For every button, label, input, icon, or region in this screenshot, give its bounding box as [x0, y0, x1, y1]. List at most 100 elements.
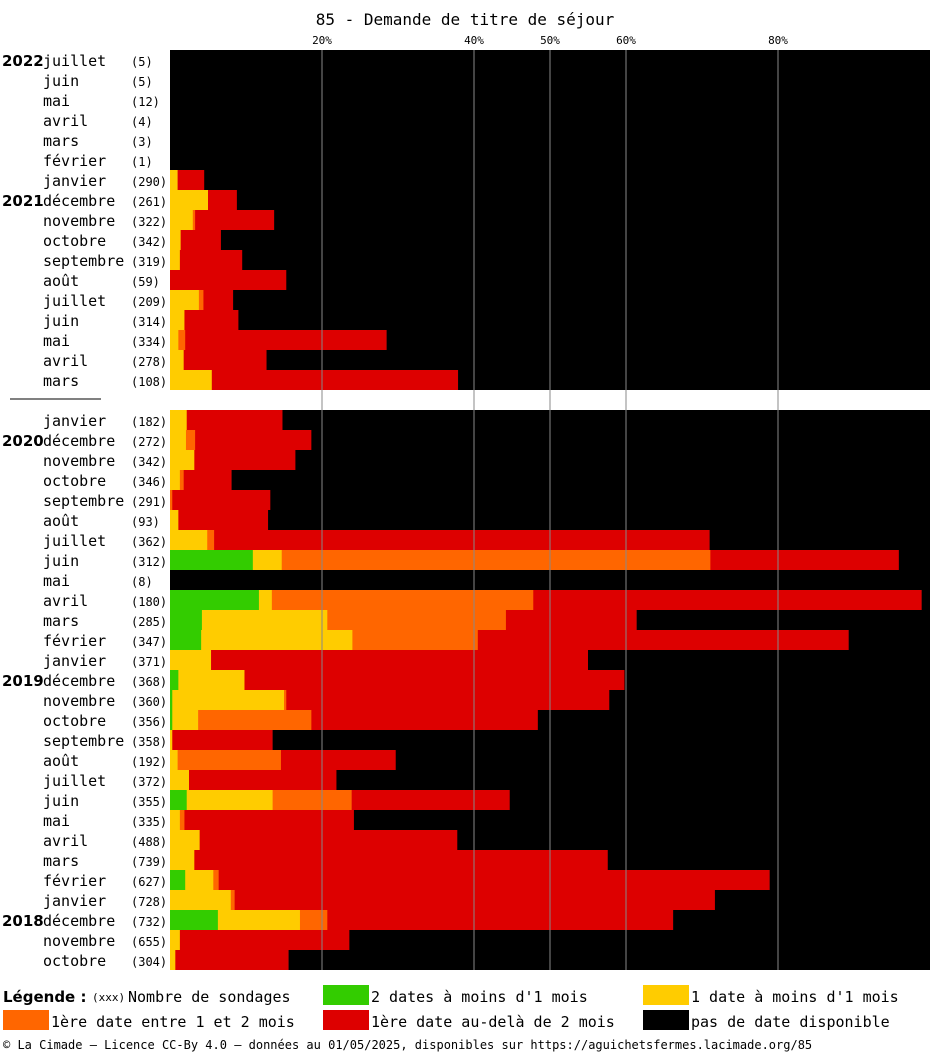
- month-label: février: [43, 152, 106, 170]
- count-label: (358): [131, 735, 167, 749]
- bar-segment-orange: [179, 470, 184, 490]
- bar-segment-red: [183, 470, 232, 490]
- bar-segment-red: [180, 230, 222, 250]
- bar-segment-black: [769, 870, 930, 890]
- bar-segment-orange: [352, 630, 479, 650]
- bar-segment-orange: [230, 890, 235, 910]
- month-label: septembre: [43, 732, 124, 750]
- bar-segment-yellow: [172, 710, 199, 730]
- count-label: (5): [131, 75, 153, 89]
- count-label: (355): [131, 795, 167, 809]
- bar-segment-red: [183, 350, 267, 370]
- bar-segment-black: [353, 810, 930, 830]
- x-tick-label: 40%: [464, 34, 484, 47]
- bar-segment-yellow: [172, 690, 285, 710]
- bar-segment-orange: [271, 590, 534, 610]
- bar-segment-red: [234, 890, 716, 910]
- legend-swatch-green: [323, 985, 369, 1005]
- month-label: décembre: [43, 912, 115, 930]
- bar-segment-red: [244, 670, 625, 690]
- bar-segment-black: [311, 430, 930, 450]
- count-label: (347): [131, 635, 167, 649]
- bar-segment-red: [327, 910, 674, 930]
- bar-segment-red: [179, 250, 243, 270]
- bar-segment-red: [184, 810, 355, 830]
- legend-label-black: pas de date disponible: [691, 1013, 890, 1031]
- legend-label-yellow: 1 date à moins d'1 mois: [691, 988, 899, 1006]
- month-label: août: [43, 512, 79, 530]
- bar-segment-red: [195, 430, 312, 450]
- bar-segment-black: [231, 470, 930, 490]
- bar-segment-green: [170, 610, 203, 630]
- year-label: 2019: [2, 672, 44, 690]
- bar-segment-yellow: [201, 630, 353, 650]
- month-label: août: [43, 272, 79, 290]
- bar-segment-orange: [272, 790, 352, 810]
- bar-segment-yellow: [170, 410, 188, 430]
- month-label: juillet: [43, 52, 106, 70]
- bar-segment-black: [282, 410, 930, 430]
- bar-segment-red: [280, 750, 397, 770]
- bar-segment-black: [588, 650, 930, 670]
- bar-segment-red: [172, 490, 271, 510]
- x-tick-label: 50%: [540, 34, 560, 47]
- month-label: novembre: [43, 452, 115, 470]
- month-label: juin: [43, 72, 79, 90]
- x-axis-ticks: 20% 40% 50% 60% 80%: [312, 34, 788, 47]
- count-label: (371): [131, 655, 167, 669]
- month-label: octobre: [43, 472, 106, 490]
- year-label: 2020: [2, 432, 44, 450]
- bar-segment-orange: [213, 870, 219, 890]
- bar-segment-black: [336, 770, 930, 790]
- legend-heading: Légende :: [3, 988, 86, 1006]
- month-label: décembre: [43, 672, 115, 690]
- bar-segment-red: [177, 170, 205, 190]
- bar-segment-red: [179, 930, 350, 950]
- bar-segment-red: [203, 290, 234, 310]
- bar-segment-yellow: [170, 830, 200, 850]
- month-label: juillet: [43, 532, 106, 550]
- month-label: septembre: [43, 492, 124, 510]
- month-label: juin: [43, 312, 79, 330]
- bar-segment-red: [186, 410, 283, 430]
- bar-segment-orange: [299, 910, 328, 930]
- count-label: (278): [131, 355, 167, 369]
- month-label: août: [43, 752, 79, 770]
- bar-segment-red: [172, 730, 273, 750]
- count-label: (335): [131, 815, 167, 829]
- bar-segment-black: [233, 290, 930, 310]
- bar-segment-orange: [284, 690, 287, 710]
- month-label: avril: [43, 832, 88, 850]
- bar-segment-red: [211, 650, 589, 670]
- bar-segment-orange: [179, 810, 185, 830]
- count-label: (291): [131, 495, 167, 509]
- bar-segment-red: [175, 950, 289, 970]
- count-label: (372): [131, 775, 167, 789]
- bar-segment-orange: [177, 750, 282, 770]
- bar-segment-green: [170, 670, 179, 690]
- legend-swatch-black: [643, 1010, 689, 1030]
- bar-segment-yellow: [170, 750, 178, 770]
- month-label: octobre: [43, 712, 106, 730]
- bar-segment-red: [184, 310, 239, 330]
- bar-segment-black: [537, 710, 930, 730]
- count-label: (342): [131, 455, 167, 469]
- month-label: mars: [43, 132, 79, 150]
- count-label: (312): [131, 555, 167, 569]
- bar-segment-green: [170, 910, 219, 930]
- legend-label-red: 1ère date au-delà de 2 mois: [371, 1013, 615, 1031]
- bar-segment-red: [185, 330, 387, 350]
- bar-segment-orange: [192, 210, 196, 230]
- bar-segment-green: [170, 630, 202, 650]
- bar-segment-orange: [178, 330, 186, 350]
- bar-segment-yellow: [170, 530, 208, 550]
- month-label: octobre: [43, 952, 106, 970]
- count-label: (1): [131, 155, 153, 169]
- legend: Légende : (xxx) Nombre de sondages 2 dat…: [3, 985, 899, 1031]
- month-label: mai: [43, 92, 70, 110]
- count-label: (192): [131, 755, 167, 769]
- count-label: (488): [131, 835, 167, 849]
- month-label: février: [43, 872, 106, 890]
- bar-segment-black: [395, 750, 930, 770]
- count-label: (356): [131, 715, 167, 729]
